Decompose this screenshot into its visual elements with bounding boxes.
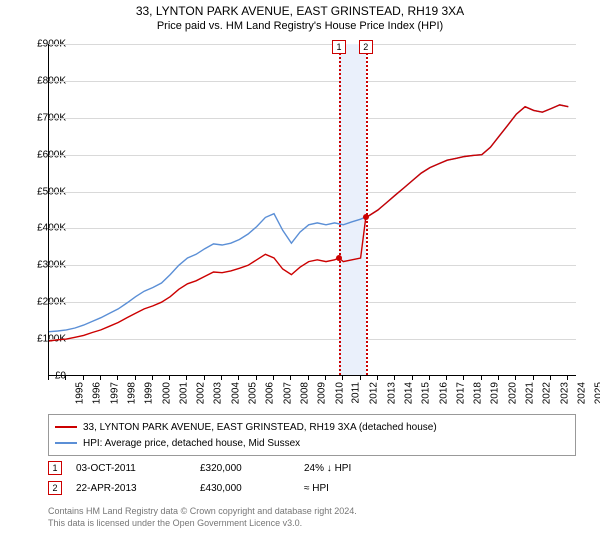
sale-marker: 1 (48, 461, 62, 475)
sale-relative: 24% ↓ HPI (304, 463, 394, 474)
series-line (49, 105, 568, 341)
x-tick (135, 376, 136, 380)
x-tick (152, 376, 153, 380)
x-tick (567, 376, 568, 380)
x-tick (325, 376, 326, 380)
x-axis-label: 2009 (317, 382, 328, 404)
sale-marker: 1 (332, 40, 346, 54)
x-tick (498, 376, 499, 380)
x-axis-label: 2024 (576, 382, 587, 404)
sale-date: 03-OCT-2011 (76, 463, 186, 474)
x-axis-label: 2025 (594, 382, 600, 404)
x-tick (238, 376, 239, 380)
chart-subtitle: Price paid vs. HM Land Registry's House … (0, 20, 600, 32)
x-axis-label: 2010 (334, 382, 345, 404)
legend-row: HPI: Average price, detached house, Mid … (55, 435, 569, 451)
x-axis-label: 2011 (350, 382, 361, 404)
x-tick (342, 376, 343, 380)
x-axis-label: 2019 (490, 382, 501, 404)
x-axis-label: 2023 (559, 382, 570, 404)
legend: 33, LYNTON PARK AVENUE, EAST GRINSTEAD, … (48, 414, 576, 456)
x-axis-label: 2003 (213, 382, 224, 404)
x-axis-label: 1995 (74, 382, 85, 404)
x-tick (463, 376, 464, 380)
sales-table: 1 03-OCT-2011 £320,000 24% ↓ HPI 2 22-APR-201… (48, 458, 576, 498)
x-axis-label: 2018 (472, 382, 483, 404)
x-tick (394, 376, 395, 380)
x-axis-label: 2021 (524, 382, 535, 404)
x-tick (429, 376, 430, 380)
x-axis-label: 2007 (282, 382, 293, 404)
sale-price: £320,000 (200, 463, 290, 474)
x-tick (204, 376, 205, 380)
footnote-line: This data is licensed under the Open Gov… (48, 518, 576, 530)
x-tick (256, 376, 257, 380)
sale-point (363, 214, 369, 220)
sale-date: 22-APR-2013 (76, 483, 186, 494)
x-axis-label: 2000 (161, 382, 172, 404)
x-axis-label: 2020 (507, 382, 518, 404)
sale-row: 2 22-APR-2013 £430,000 ≈ HPI (48, 478, 576, 498)
x-tick (83, 376, 84, 380)
footnote-line: Contains HM Land Registry data © Crown c… (48, 506, 576, 518)
x-tick (169, 376, 170, 380)
footnote: Contains HM Land Registry data © Crown c… (48, 506, 576, 529)
x-axis-label: 2022 (542, 382, 553, 404)
x-axis-label: 2014 (403, 382, 414, 404)
sale-price: £430,000 (200, 483, 290, 494)
x-tick (550, 376, 551, 380)
x-axis-label: 2012 (369, 382, 380, 404)
title-block: 33, LYNTON PARK AVENUE, EAST GRINSTEAD, … (0, 0, 600, 32)
sale-point (336, 255, 342, 261)
x-axis-label: 2004 (230, 382, 241, 404)
x-axis-label: 1997 (109, 382, 120, 404)
x-axis-label: 2008 (299, 382, 310, 404)
sale-marker: 2 (48, 481, 62, 495)
x-tick (360, 376, 361, 380)
x-tick (515, 376, 516, 380)
x-tick (481, 376, 482, 380)
x-tick (377, 376, 378, 380)
series-svg (49, 44, 577, 376)
x-axis-label: 1998 (126, 382, 137, 404)
x-tick (533, 376, 534, 380)
x-tick (186, 376, 187, 380)
x-tick (48, 376, 49, 380)
x-tick (273, 376, 274, 380)
legend-label: HPI: Average price, detached house, Mid … (83, 438, 300, 449)
x-tick (290, 376, 291, 380)
x-axis-label: 2016 (438, 382, 449, 404)
sale-marker: 2 (359, 40, 373, 54)
x-axis-label: 2013 (386, 382, 397, 404)
chart-container: 33, LYNTON PARK AVENUE, EAST GRINSTEAD, … (0, 0, 600, 560)
series-line (49, 105, 568, 332)
chart-title: 33, LYNTON PARK AVENUE, EAST GRINSTEAD, … (0, 4, 600, 18)
x-axis-label: 2017 (455, 382, 466, 404)
x-axis-label: 2006 (265, 382, 276, 404)
x-axis-label: 1996 (92, 382, 103, 404)
plot-area: 12 (48, 44, 576, 376)
legend-swatch (55, 442, 77, 444)
sale-relative: ≈ HPI (304, 483, 394, 494)
x-axis-label: 2002 (195, 382, 206, 404)
legend-swatch (55, 426, 77, 428)
x-axis-label: 2015 (420, 382, 431, 404)
x-axis-label: 2005 (247, 382, 258, 404)
x-tick (412, 376, 413, 380)
x-axis-label: 2001 (178, 382, 189, 404)
x-tick (100, 376, 101, 380)
x-tick (65, 376, 66, 380)
x-tick (221, 376, 222, 380)
legend-row: 33, LYNTON PARK AVENUE, EAST GRINSTEAD, … (55, 419, 569, 435)
x-axis-label: 1999 (143, 382, 154, 404)
legend-label: 33, LYNTON PARK AVENUE, EAST GRINSTEAD, … (83, 422, 437, 433)
sale-row: 1 03-OCT-2011 £320,000 24% ↓ HPI (48, 458, 576, 478)
x-tick (117, 376, 118, 380)
x-tick (308, 376, 309, 380)
x-tick (446, 376, 447, 380)
